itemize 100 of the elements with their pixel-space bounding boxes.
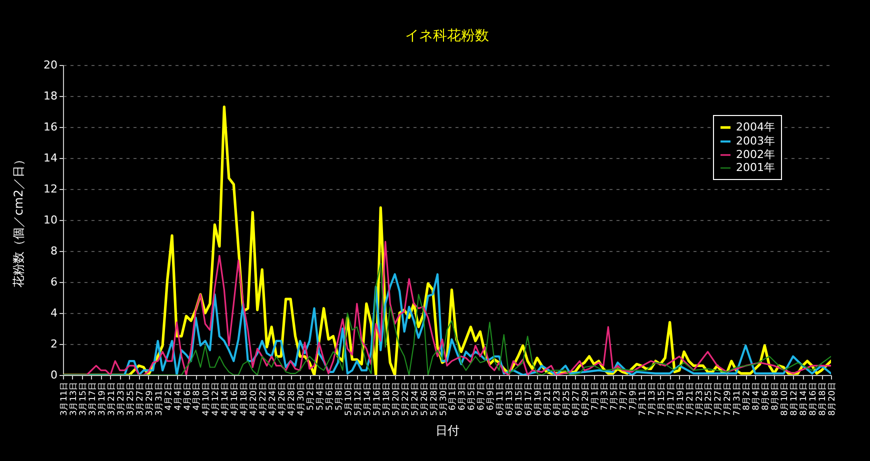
legend-label: 2003年 xyxy=(736,134,775,148)
x-tick-label: 7月13日 xyxy=(647,382,658,416)
x-tick-label: 5月24日 xyxy=(410,382,420,416)
x-tick-label: 3月17日 xyxy=(88,382,98,416)
legend-label: 2004年 xyxy=(736,120,775,134)
x-tick-label: 7月29日 xyxy=(723,382,734,416)
y-tick-label: 12 xyxy=(44,182,58,196)
x-tick-label: 6月7日 xyxy=(476,382,487,410)
x-tick-label: 5月6日 xyxy=(324,382,335,410)
x-tick-label: 5月12日 xyxy=(353,382,364,416)
x-tick-label: 5月22日 xyxy=(400,382,411,416)
x-tick-label: 4月6日 xyxy=(182,382,193,410)
x-tick-label: 6月1日 xyxy=(448,382,458,410)
x-tick-label: 8月4日 xyxy=(752,382,762,410)
x-tick-label: 6月9日 xyxy=(486,382,496,410)
x-tick-label: 6月15日 xyxy=(514,382,525,416)
x-tick-label: 6月19日 xyxy=(534,382,544,416)
x-tick-label: 5月10日 xyxy=(344,382,354,416)
y-tick-label: 14 xyxy=(44,152,58,164)
x-tick-label: 6月27日 xyxy=(572,382,582,416)
x-tick-label: 8月12日 xyxy=(790,382,800,416)
x-tick-label: 7月11日 xyxy=(638,382,648,416)
x-tick-label: 7月1日 xyxy=(590,382,600,410)
x-tick-label: 3月27日 xyxy=(135,382,146,416)
chart-title: イネ科花粉数 xyxy=(405,28,489,44)
x-tick-label: 4月30日 xyxy=(296,382,307,416)
legend-label: 2001年 xyxy=(736,161,775,174)
x-tick-label: 5月26日 xyxy=(420,382,430,416)
x-tick-label: 6月5日 xyxy=(467,382,478,410)
x-tick-label: 4月4日 xyxy=(173,382,184,410)
x-tick-label: 4月24日 xyxy=(268,382,278,416)
x-tick-label: 7月5日 xyxy=(609,382,620,410)
y-tick-label: 4 xyxy=(50,306,58,320)
x-tick-label: 7月21日 xyxy=(685,382,696,416)
x-tick-label: 8月14日 xyxy=(799,382,810,416)
y-tick-label: 6 xyxy=(50,276,58,288)
y-tick-label: 2 xyxy=(50,338,58,350)
x-axis-title: 日付 xyxy=(436,424,460,438)
x-tick-label: 6月17日 xyxy=(524,382,534,416)
x-tick-label: 8月18日 xyxy=(818,382,828,416)
y-axis-title: 花粉数（個／cm2／日） xyxy=(12,154,26,288)
x-tick-label: 5月20日 xyxy=(391,382,402,416)
x-tick-label: 6月21日 xyxy=(543,382,554,416)
x-tick-label: 4月28日 xyxy=(287,382,298,416)
x-tick-label: 8月20日 xyxy=(828,382,838,416)
x-tick-label: 5月4日 xyxy=(316,382,326,410)
x-tick-label: 7月31日 xyxy=(732,382,743,416)
y-tick-label: 18 xyxy=(44,90,58,102)
x-tick-label: 6月25日 xyxy=(562,382,572,416)
y-tick-label: 20 xyxy=(44,58,58,72)
x-tick-label: 3月23日 xyxy=(116,382,126,416)
x-tick-label: 3月15日 xyxy=(78,382,88,416)
x-tick-label: 6月3日 xyxy=(458,382,468,410)
x-tick-label: 8月16日 xyxy=(808,382,819,416)
x-tick-label: 5月14日 xyxy=(362,382,373,416)
x-tick-label: 4月20日 xyxy=(249,382,260,416)
x-tick-label: 6月13日 xyxy=(505,382,516,416)
x-tick-label: 8月8日 xyxy=(770,382,781,410)
x-tick-label: 4月12日 xyxy=(211,382,222,416)
y-tick-label: 0 xyxy=(50,368,58,382)
x-tick-label: 3月25日 xyxy=(126,382,136,416)
x-tick-label: 3月11日 xyxy=(60,382,70,416)
x-tick-label: 3月21日 xyxy=(106,382,117,416)
x-tick-label: 5月8日 xyxy=(334,382,344,410)
x-tick-label: 7月7日 xyxy=(618,382,629,410)
x-tick-label: 7月23日 xyxy=(694,382,705,416)
x-tick-label: 5月30日 xyxy=(438,382,449,416)
x-tick-label: 8月10日 xyxy=(780,382,790,416)
x-tick-label: 4月16日 xyxy=(230,382,240,416)
y-tick-label: 16 xyxy=(44,120,58,134)
x-tick-label: 5月18日 xyxy=(382,382,392,416)
x-tick-label: 8月2日 xyxy=(742,382,752,410)
x-tick-label: 4月18日 xyxy=(240,382,250,416)
x-tick-label: 4月2日 xyxy=(164,382,174,410)
x-tick-label: 5月16日 xyxy=(372,382,382,416)
x-tick-label: 7月3日 xyxy=(600,382,610,410)
legend-label: 2002年 xyxy=(736,148,775,161)
x-tick-label: 3月31日 xyxy=(154,382,164,416)
x-tick-label: 4月26日 xyxy=(278,382,288,416)
x-tick-label: 5月2日 xyxy=(306,382,316,410)
x-tick-label: 5月28日 xyxy=(429,382,440,416)
x-tick-label: 7月25日 xyxy=(704,382,714,416)
x-tick-label: 8月6日 xyxy=(761,382,772,410)
x-tick-label: 6月11日 xyxy=(496,382,506,416)
x-tick-label: 4月10日 xyxy=(202,382,212,416)
y-tick-label: 8 xyxy=(50,244,58,258)
y-tick-label: 10 xyxy=(44,214,58,226)
x-tick-label: 7月19日 xyxy=(676,382,686,416)
x-tick-label: 6月29日 xyxy=(580,382,591,416)
x-tick-label: 7月15日 xyxy=(656,382,667,416)
x-tick-label: 3月19日 xyxy=(97,382,108,416)
x-tick-label: 7月27日 xyxy=(714,382,724,416)
x-tick-label: 7月9日 xyxy=(628,382,638,410)
x-tick-label: 6月23日 xyxy=(552,382,563,416)
x-tick-label: 4月14日 xyxy=(220,382,231,416)
x-tick-label: 4月22日 xyxy=(258,382,269,416)
x-tick-label: 3月13日 xyxy=(68,382,79,416)
x-tick-label: 4月8日 xyxy=(192,382,202,410)
x-tick-label: 7月17日 xyxy=(666,382,676,416)
x-tick-label: 3月29日 xyxy=(144,382,155,416)
